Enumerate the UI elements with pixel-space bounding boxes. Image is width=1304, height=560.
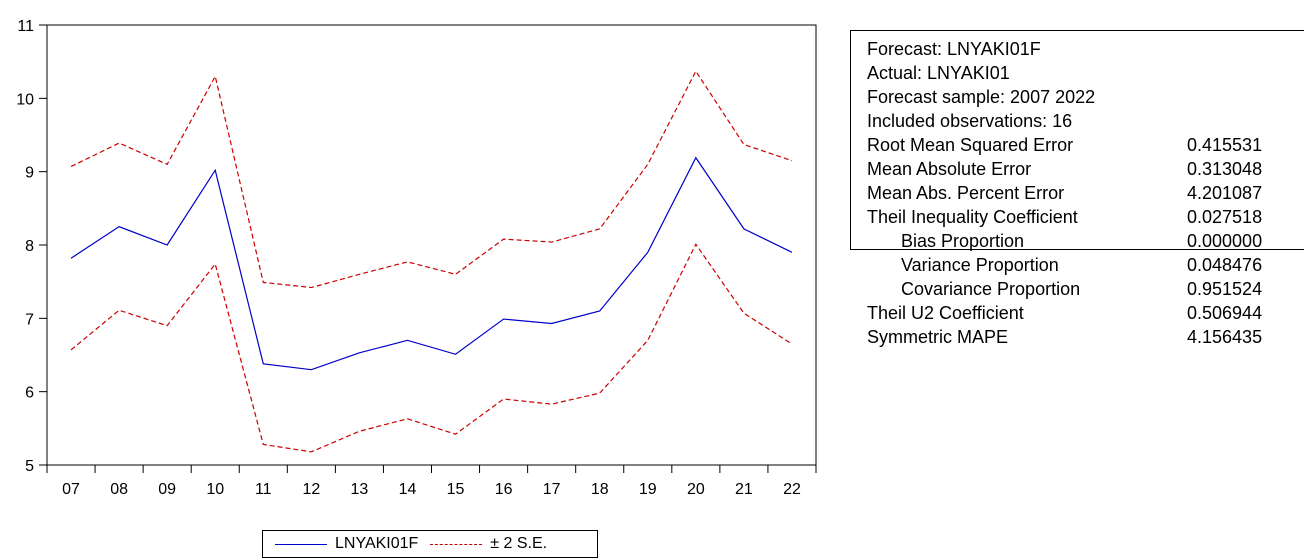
series-line-lower-band xyxy=(70,243,793,453)
stat-row: Variance Proportion 0.048476 xyxy=(867,253,1304,277)
stat-label: Bias Proportion xyxy=(901,231,1025,251)
legend-swatch-dashed xyxy=(430,543,483,545)
y-tick-label: 11 xyxy=(17,18,34,35)
stat-value: 0.951524 xyxy=(1187,279,1263,299)
y-axis: 5 6 7 8 9 10 11 xyxy=(16,18,47,475)
x-tick-label: 20 xyxy=(687,481,705,498)
x-tick-label: 14 xyxy=(399,481,417,498)
stat-row: Root Mean Squared Error 0.415531 xyxy=(867,133,1304,157)
forecast-stats-panel: Forecast: LNYAKI01F Actual: LNYAKI01 Forec… xyxy=(850,30,1304,347)
stat-value: 4.156435 xyxy=(1187,327,1263,347)
stat-value: 0.000000 xyxy=(1187,231,1263,251)
legend-label-band: ± 2 S.E. xyxy=(490,535,548,552)
x-tick-label: 19 xyxy=(639,481,657,498)
legend-item-band: ± 2 S.E. xyxy=(418,535,547,553)
stat-row: Mean Absolute Error 0.313048 xyxy=(867,157,1304,181)
stat-label: Symmetric MAPE xyxy=(867,327,1009,347)
x-tick-label: 09 xyxy=(158,481,176,498)
y-tick-label: 8 xyxy=(25,238,34,255)
stats-header-line: Actual: LNYAKI01 xyxy=(867,63,1010,83)
stats-header-line: Forecast: LNYAKI01F xyxy=(867,39,1041,59)
stats-header-line: Forecast sample: 2007 2022 xyxy=(867,87,1096,107)
x-tick-label: 07 xyxy=(62,481,80,498)
x-tick-label: 17 xyxy=(543,481,561,498)
stat-label: Root Mean Squared Error xyxy=(867,135,1074,155)
x-tick-label: 12 xyxy=(302,481,320,498)
x-tick-label: 22 xyxy=(783,481,801,498)
legend-item-forecast: LNYAKI01F xyxy=(263,535,418,553)
stat-label: Theil U2 Coefficient xyxy=(867,303,1024,323)
stat-label: Covariance Proportion xyxy=(901,279,1081,299)
y-tick-label: 9 xyxy=(25,165,34,182)
forecast-chart: 5 6 7 8 9 10 11 07 08 09 10 11 12 13 14 15 16 17 18 19 20 21… xyxy=(16,18,817,498)
series-line-upper-band xyxy=(70,70,793,289)
stat-value: 0.027518 xyxy=(1187,207,1263,227)
stat-label: Variance Proportion xyxy=(901,255,1059,275)
legend-swatch-solid xyxy=(275,543,327,545)
x-tick-label: 13 xyxy=(351,481,369,498)
x-tick-label: 21 xyxy=(735,481,753,498)
stat-label: Theil Inequality Coefficient xyxy=(867,207,1078,227)
stat-value: 0.506944 xyxy=(1187,303,1263,323)
x-tick-label: 11 xyxy=(255,481,272,498)
chart-legend: LNYAKI01F ± 2 S.E. xyxy=(262,530,598,558)
y-tick-label: 10 xyxy=(16,91,34,108)
stat-row: Symmetric MAPE 4.156435 xyxy=(867,325,1304,349)
stat-value: 0.048476 xyxy=(1187,255,1263,275)
x-axis: 07 08 09 10 11 12 13 14 15 16 17 18 19 20 21 22 xyxy=(46,465,817,498)
plot-frame xyxy=(46,24,817,466)
y-tick-label: 6 xyxy=(25,385,34,402)
stat-label: Mean Absolute Error xyxy=(867,159,1032,179)
stat-row: Covariance Proportion 0.951524 xyxy=(867,277,1304,301)
stat-label: Mean Abs. Percent Error xyxy=(867,183,1065,203)
x-tick-label: 15 xyxy=(447,481,465,498)
x-tick-label: 08 xyxy=(110,481,128,498)
stat-row: Theil U2 Coefficient 0.506944 xyxy=(867,301,1304,325)
stat-row: Mean Abs. Percent Error 4.201087 xyxy=(867,181,1304,205)
legend-label-forecast: LNYAKI01F xyxy=(335,535,419,552)
x-tick-label: 18 xyxy=(591,481,609,498)
series-layer xyxy=(70,70,793,453)
stat-value: 4.201087 xyxy=(1187,183,1263,203)
x-tick-label: 10 xyxy=(206,481,224,498)
stat-row: Theil Inequality Coefficient 0.027518 xyxy=(867,205,1304,229)
stat-row: Bias Proportion 0.000000 xyxy=(867,229,1304,253)
series-line-forecast xyxy=(70,156,793,371)
y-tick-label: 5 xyxy=(25,458,34,475)
x-tick-label: 16 xyxy=(495,481,513,498)
stats-header-line: Included observations: 16 xyxy=(867,111,1073,131)
stat-value: 0.313048 xyxy=(1187,159,1263,179)
y-tick-label: 7 xyxy=(25,311,34,328)
stat-value: 0.415531 xyxy=(1187,135,1263,155)
